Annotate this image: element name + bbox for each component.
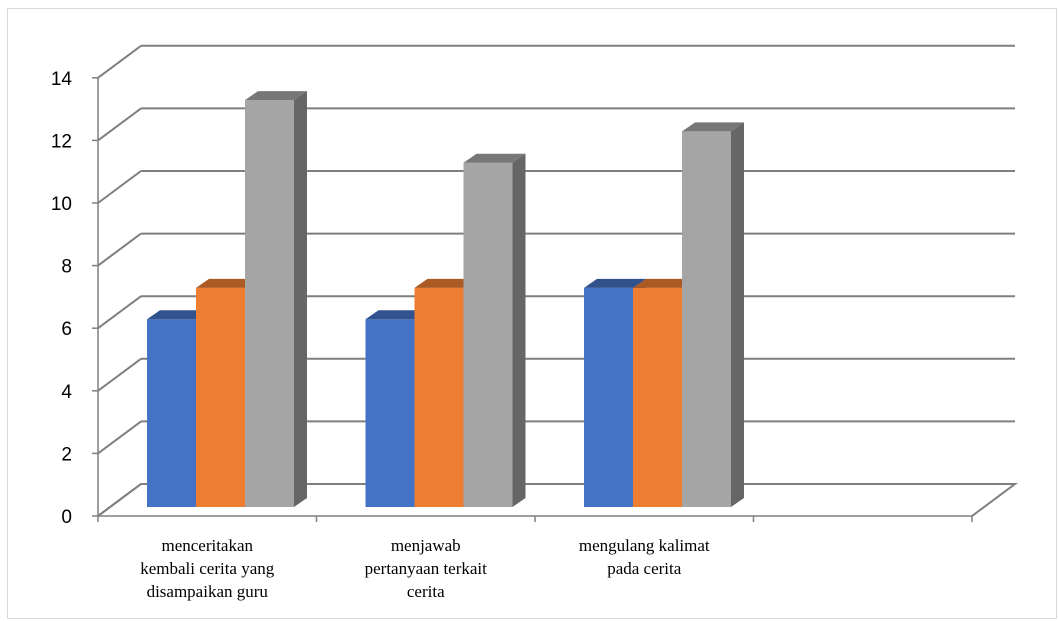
- x-category-label-1: menjawab pertanyaan terkait cerita: [365, 536, 488, 601]
- gridline-side-2: [97, 420, 142, 455]
- bar-front-s1-c0: [196, 287, 245, 507]
- bar-front-s2-c2: [682, 131, 731, 507]
- y-tick-label-8: 8: [61, 257, 72, 278]
- x-category-label-line: pertanyaan terkait: [365, 559, 488, 578]
- gridline-side-6: [97, 295, 142, 330]
- x-category-label-2: mengulang kalimat pada cerita: [579, 536, 710, 578]
- x-category-label-line: pada cerita: [607, 559, 682, 578]
- x-category-label-line: disampaikan guru: [147, 582, 269, 601]
- y-tick-label-10: 10: [51, 194, 72, 215]
- bar-top-s1-c1: [414, 278, 477, 288]
- y-tick-label-6: 6: [61, 319, 72, 340]
- bar-top-s0-c2: [584, 278, 646, 288]
- x-category-label-0: menceritakan kembali cerita yang disampaik…: [140, 536, 275, 601]
- x-category-label-line: mengulang kalimat: [579, 536, 710, 555]
- bar-front-s0-c2: [584, 287, 633, 507]
- bar-side-s2-c2: [731, 122, 744, 508]
- bar-top-s1-c2: [633, 278, 695, 288]
- y-tick-label-0: 0: [61, 507, 72, 528]
- x-category-labels: menceritakan kembali cerita yang disampaik…: [140, 536, 710, 601]
- x-category-label-line: menjawab: [391, 536, 461, 555]
- bar-s2-c1: [463, 153, 526, 507]
- bar-front-s2-c0: [245, 100, 294, 507]
- y-tick-label-14: 14: [51, 69, 73, 90]
- gridline-side-4: [97, 357, 142, 392]
- bar-front-s0-c0: [147, 319, 196, 507]
- y-tick-label-4: 4: [61, 382, 72, 403]
- gridline-side-0: [97, 483, 142, 517]
- bar-front-s1-c2: [633, 287, 682, 507]
- bar-top-s2-c1: [463, 153, 526, 163]
- x-category-label-line: menceritakan: [161, 536, 253, 555]
- chart-axes: [92, 77, 973, 522]
- chart-bars: [147, 91, 744, 508]
- y-tick-label-2: 2: [61, 444, 72, 465]
- bar-front-s1-c1: [414, 287, 464, 507]
- bar-side-s2-c1: [512, 153, 526, 507]
- y-tick-labels: 0 2 4 6 8 10 12 14: [51, 69, 73, 528]
- gridline-side-14: [97, 44, 142, 79]
- bar-s2-c0: [245, 91, 307, 507]
- bar-top-s1-c0: [196, 278, 258, 288]
- bar-top-s2-c2: [682, 122, 744, 132]
- bar-side-s2-c0: [294, 91, 307, 507]
- y-tick-label-12: 12: [51, 131, 72, 152]
- bar-top-s2-c0: [245, 91, 307, 101]
- bar-s2-c2: [682, 122, 744, 508]
- gridline-side-8: [97, 232, 142, 267]
- gridline-side-12: [97, 107, 142, 142]
- x-category-label-line: kembali cerita yang: [140, 559, 275, 578]
- bar-front-s0-c1: [365, 319, 415, 507]
- bar-top-s0-c1: [365, 310, 428, 320]
- bar-front-s2-c1: [463, 162, 513, 507]
- x-category-label-line: cerita: [407, 582, 445, 601]
- bar-top-s0-c0: [147, 310, 209, 320]
- gridline-side-10: [97, 170, 142, 204]
